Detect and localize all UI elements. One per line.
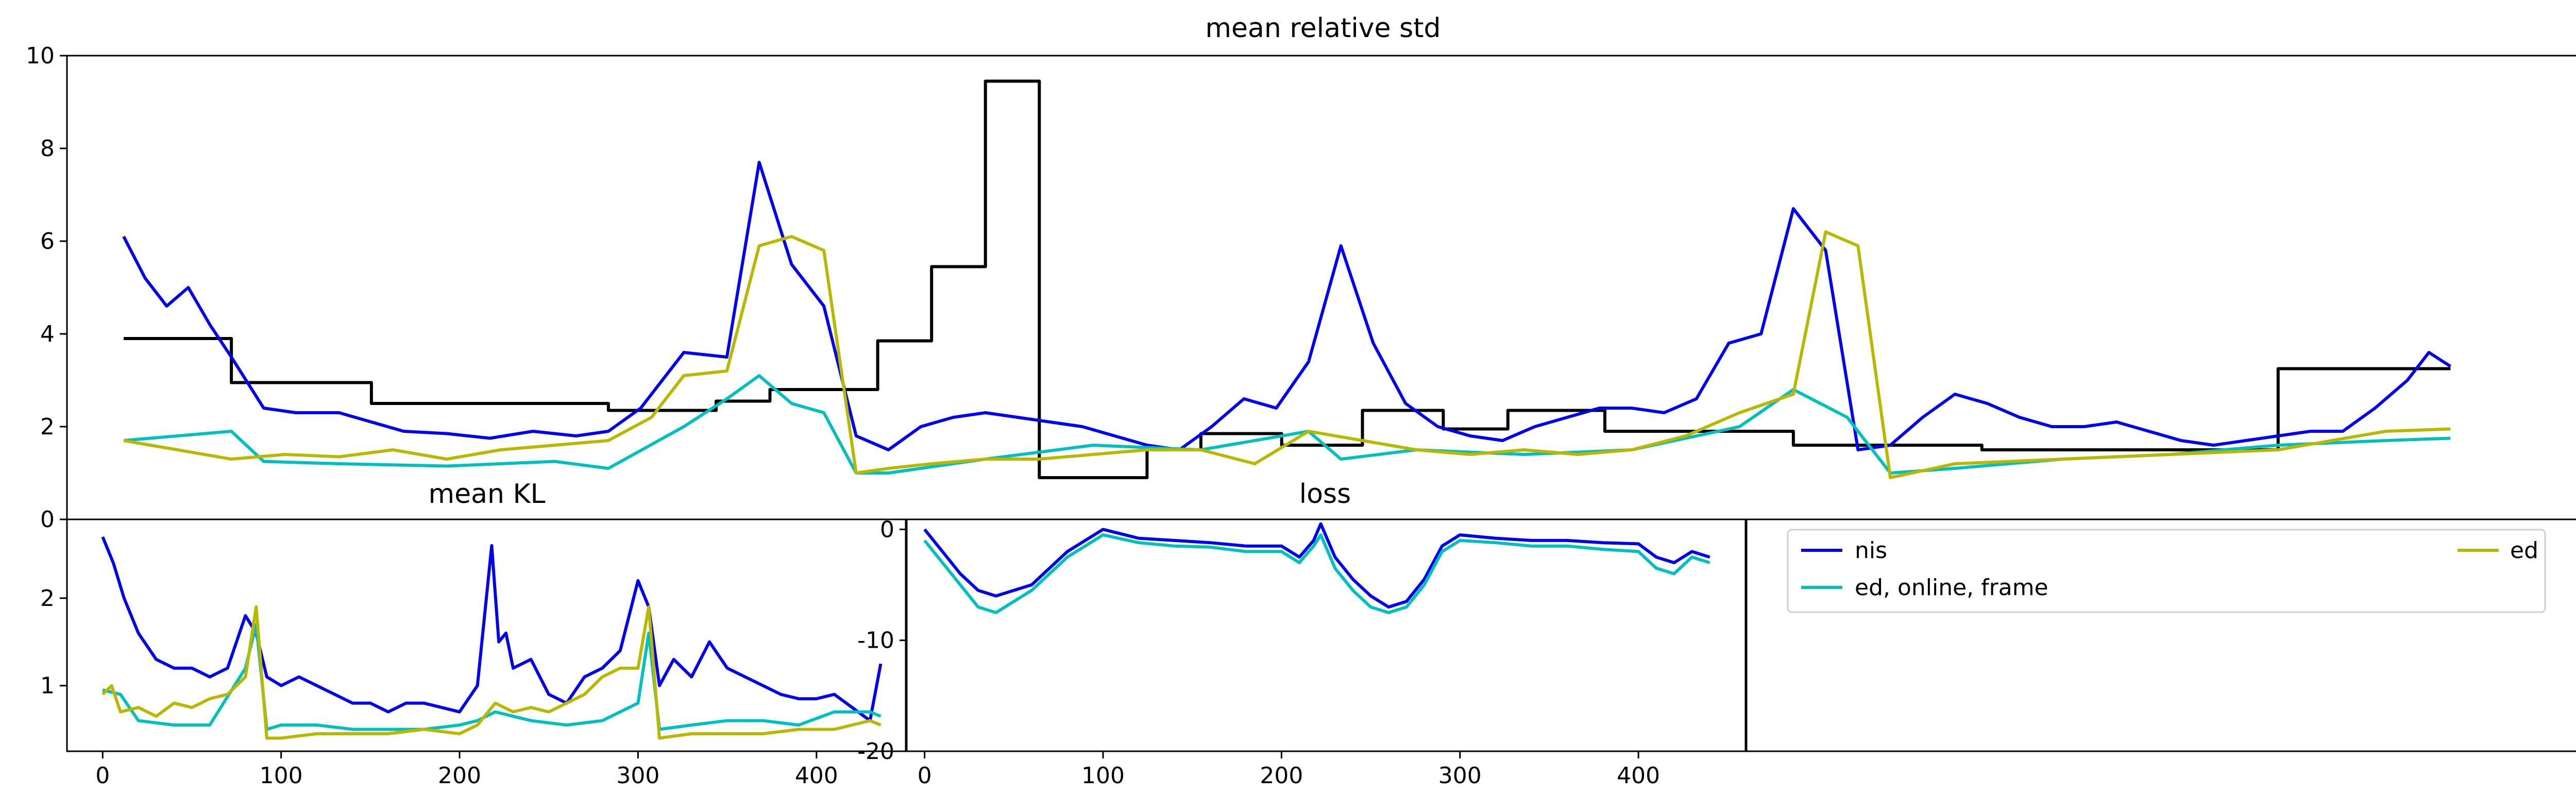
legend-label-nis: nis — [1855, 537, 1887, 564]
plot-frame-legend — [1745, 518, 2576, 752]
y-tick-label: -10 — [857, 628, 894, 654]
legend-entry-ed-online-frame: ed, online, frame — [1801, 575, 2048, 601]
panel-mean-kl: mean KL 0 100 200 300 400 1 2 — [40, 479, 907, 789]
series-line-ed-online-frame — [923, 533, 1710, 614]
panel-title-mean-kl: mean KL — [428, 479, 545, 510]
y-tick-label: 2 — [40, 585, 55, 612]
legend-label-ed: ed — [2510, 537, 2538, 564]
y-tick-label: 0 — [880, 516, 894, 543]
y-tick-label: -20 — [857, 738, 894, 765]
y-tick-label: 6 — [40, 228, 55, 255]
plot-frame-kl — [66, 518, 907, 752]
y-tick-label: 0 — [40, 507, 55, 533]
legend-label-ed-online-frame: ed, online, frame — [1855, 575, 2048, 601]
panel-title-loss: loss — [1299, 479, 1351, 510]
x-tick-label: 300 — [1438, 763, 1482, 789]
series-line-nis — [101, 536, 883, 722]
y-tick-label: 8 — [40, 136, 55, 162]
y-tick-label: 2 — [40, 414, 55, 440]
x-tick-label: 0 — [95, 763, 110, 789]
x-tick-label: 100 — [260, 763, 303, 789]
series-line-ed-online-frame — [123, 374, 2451, 475]
series-line-black-step — [124, 79, 2451, 479]
x-tick-label: 400 — [1617, 763, 1660, 789]
panel-loss: loss 0 100 200 300 400 0 -10 -20 — [857, 479, 1747, 789]
panel-mean-relative-std: mean relative std 0 2 4 6 8 10 — [26, 13, 2576, 533]
series-line-ed — [101, 605, 882, 740]
series-line-nis — [923, 522, 1710, 609]
x-tick-label: 400 — [795, 763, 838, 789]
y-tick-label: 4 — [40, 321, 55, 347]
panel-title-mean-relative-std: mean relative std — [1205, 13, 1440, 44]
x-tick-label: 200 — [1260, 763, 1303, 789]
x-tick-label: 300 — [616, 763, 659, 789]
panel-legend: nis ed, online, frame ed — [1745, 518, 2576, 752]
legend-entry-ed: ed — [2458, 537, 2538, 564]
x-tick-label: 200 — [438, 763, 481, 789]
x-tick-label: 0 — [918, 763, 932, 789]
legend-entry-nis: nis — [1801, 537, 1887, 564]
series-line-nis — [122, 161, 2452, 451]
plot-frame-loss — [906, 518, 1747, 752]
series-line-ed — [123, 230, 2451, 479]
x-tick-label: 100 — [1081, 763, 1125, 789]
y-tick-label: 1 — [40, 673, 55, 699]
series-line-ed-online-frame — [102, 622, 882, 731]
legend-box — [1787, 529, 2546, 613]
y-tick-label: 10 — [26, 43, 55, 69]
